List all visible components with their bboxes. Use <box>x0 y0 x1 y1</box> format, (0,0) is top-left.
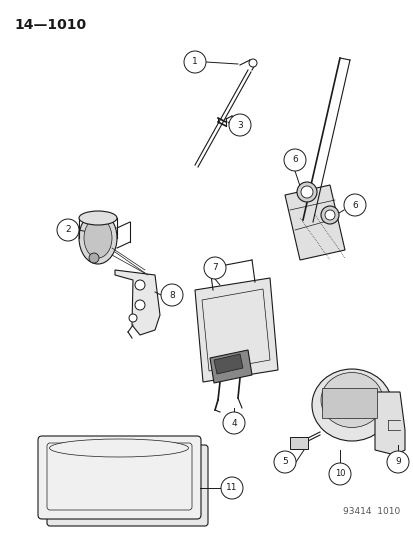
Text: 2: 2 <box>65 225 71 235</box>
Polygon shape <box>115 270 159 335</box>
Ellipse shape <box>79 211 117 225</box>
Ellipse shape <box>50 439 188 457</box>
Circle shape <box>228 114 250 136</box>
Text: 93414  1010: 93414 1010 <box>342 507 399 516</box>
Polygon shape <box>284 185 344 260</box>
Circle shape <box>328 463 350 485</box>
Text: 14—1010: 14—1010 <box>14 18 86 32</box>
Circle shape <box>324 210 334 220</box>
Text: 7: 7 <box>211 263 217 272</box>
Text: 11: 11 <box>225 483 237 492</box>
Text: 4: 4 <box>230 418 236 427</box>
Text: 1: 1 <box>192 58 197 67</box>
Bar <box>289 437 307 449</box>
Circle shape <box>343 194 365 216</box>
Ellipse shape <box>79 212 117 264</box>
Circle shape <box>89 253 99 263</box>
Text: 3: 3 <box>237 120 242 130</box>
Text: 8: 8 <box>169 290 174 300</box>
Polygon shape <box>374 392 404 455</box>
Circle shape <box>221 477 242 499</box>
Circle shape <box>135 300 145 310</box>
Polygon shape <box>195 278 277 382</box>
Text: 6: 6 <box>351 200 357 209</box>
Circle shape <box>296 182 316 202</box>
Circle shape <box>57 219 79 241</box>
FancyBboxPatch shape <box>321 388 376 418</box>
FancyBboxPatch shape <box>38 436 201 519</box>
Circle shape <box>273 451 295 473</box>
Circle shape <box>386 451 408 473</box>
Ellipse shape <box>84 218 112 258</box>
FancyBboxPatch shape <box>47 445 207 526</box>
Ellipse shape <box>320 373 382 427</box>
Text: 9: 9 <box>394 457 400 466</box>
Circle shape <box>283 149 305 171</box>
Polygon shape <box>214 354 242 374</box>
Circle shape <box>320 206 338 224</box>
Circle shape <box>183 51 206 73</box>
Circle shape <box>300 186 312 198</box>
Circle shape <box>223 412 244 434</box>
Circle shape <box>161 284 183 306</box>
Polygon shape <box>209 350 252 383</box>
Circle shape <box>129 314 137 322</box>
Circle shape <box>135 280 145 290</box>
Text: 10: 10 <box>334 470 344 479</box>
Ellipse shape <box>311 369 391 441</box>
Text: 6: 6 <box>292 156 297 165</box>
Circle shape <box>248 59 256 67</box>
Text: 5: 5 <box>281 457 287 466</box>
Circle shape <box>204 257 225 279</box>
